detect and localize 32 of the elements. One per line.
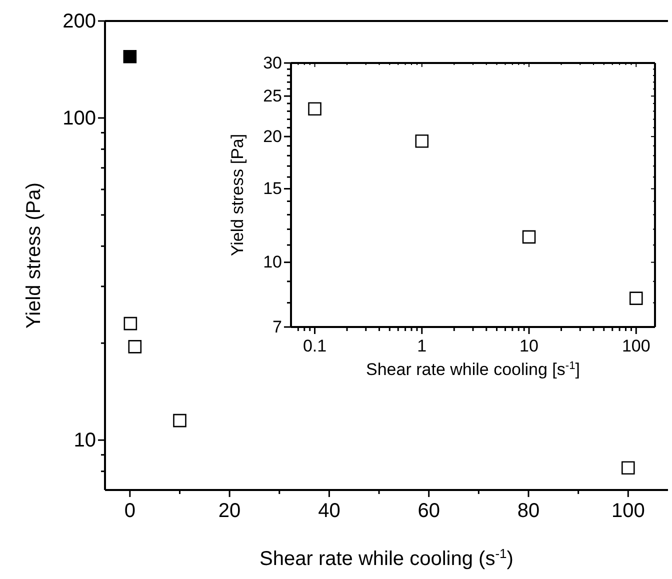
x-tick-label: 60 bbox=[418, 500, 440, 522]
point bbox=[128, 340, 142, 354]
y-tick-label: 100 bbox=[62, 107, 96, 130]
x-tick-label: 10 bbox=[520, 336, 538, 356]
point bbox=[522, 230, 536, 244]
y-tick-label: 10 bbox=[74, 430, 96, 452]
point bbox=[123, 50, 137, 64]
x-tick-label: 100 bbox=[622, 336, 650, 356]
y-tick-label: 15 bbox=[263, 179, 282, 198]
x-tick-label: 100 bbox=[611, 500, 645, 522]
y-tick-label: 7 bbox=[272, 317, 282, 336]
y-axis-title: Yield stress [Pa] bbox=[228, 134, 247, 256]
point bbox=[173, 414, 186, 428]
x-axis-title: Shear rate while cooling [s$^{-1}$] bbox=[366, 360, 580, 379]
x-tick-label: 0 bbox=[124, 500, 136, 522]
x-tick-label: 0.1 bbox=[302, 336, 327, 356]
x-tick-label: 20 bbox=[218, 500, 241, 522]
y-tick-label: 200 bbox=[62, 10, 96, 32]
y-tick-label: 30 bbox=[263, 53, 282, 72]
point bbox=[629, 292, 643, 305]
point bbox=[308, 102, 322, 116]
point bbox=[415, 134, 429, 148]
y-tick-label: 25 bbox=[263, 86, 282, 106]
y-tick-label: 20 bbox=[263, 126, 282, 146]
point bbox=[124, 316, 138, 330]
x-tick-label: 40 bbox=[318, 500, 340, 522]
y-axis-title: Yield stress (Pa) bbox=[23, 182, 45, 328]
point bbox=[621, 461, 635, 475]
x-tick-label: 1 bbox=[417, 336, 427, 356]
x-axis-title: Shear rate while cooling (s$^{-1}$) bbox=[260, 546, 514, 570]
y-tick-label: 10 bbox=[263, 252, 282, 272]
x-tick-label: 80 bbox=[517, 500, 540, 522]
